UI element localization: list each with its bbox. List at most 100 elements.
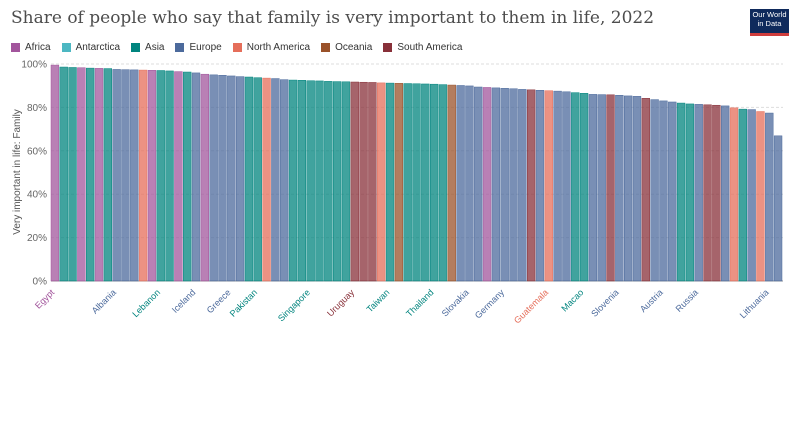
bar — [668, 101, 677, 282]
y-tick-label: 20% — [27, 233, 47, 244]
legend-item-europe[interactable]: Europe — [175, 42, 222, 53]
bar — [191, 72, 201, 282]
bar — [350, 81, 359, 282]
legend-item-north-america[interactable]: North America — [232, 42, 311, 53]
legend-item-south-america[interactable]: South America — [383, 42, 462, 53]
bar — [632, 96, 642, 282]
legend-swatch-oceania — [321, 43, 331, 52]
bar — [474, 86, 483, 282]
legend-swatch-europe — [175, 43, 185, 52]
bar — [659, 100, 668, 282]
bar — [227, 75, 236, 282]
bar — [438, 84, 448, 282]
bar — [765, 112, 774, 282]
legend-item-africa[interactable]: Africa — [11, 42, 51, 53]
bar — [288, 79, 298, 282]
legend-label-europe: Europe — [189, 42, 222, 53]
bar — [59, 66, 68, 282]
legend-label-north-america: North America — [246, 42, 311, 53]
y-tick-label: 100% — [21, 60, 47, 71]
x-tick-label: Macao — [559, 287, 585, 313]
bar — [615, 95, 624, 282]
x-tick-label: Lithuania — [738, 287, 771, 320]
x-tick-label: Singapore — [276, 287, 312, 323]
bar — [253, 77, 262, 282]
legend-label-asia: Asia — [145, 42, 165, 53]
bar — [544, 90, 553, 282]
bar — [509, 88, 518, 282]
bar — [703, 104, 712, 282]
bar — [694, 104, 703, 282]
bar — [447, 84, 456, 282]
bar — [280, 79, 289, 282]
bar — [209, 74, 218, 282]
bar — [518, 89, 527, 282]
bar — [597, 94, 606, 282]
bar — [138, 69, 148, 282]
bar — [77, 67, 86, 282]
bar — [297, 80, 307, 282]
y-tick-label: 80% — [27, 103, 47, 114]
legend: Africa Antarctica Asia Europe North Amer… — [11, 42, 462, 53]
bar — [156, 70, 165, 282]
bar — [729, 107, 739, 282]
bar — [747, 109, 756, 282]
bar — [112, 69, 121, 282]
bar — [606, 94, 615, 282]
legend-swatch-antarctica — [61, 43, 71, 52]
bar — [526, 89, 536, 282]
logo-line-2: in Data — [757, 18, 782, 28]
bar — [571, 92, 580, 282]
legend-item-oceania[interactable]: Oceania — [321, 42, 372, 53]
bar — [94, 68, 104, 282]
legend-swatch-north-america — [232, 43, 242, 52]
bar — [218, 75, 227, 282]
bar — [712, 104, 721, 282]
bar — [306, 80, 315, 282]
logo-line-1: Our World — [752, 10, 787, 19]
bar — [121, 69, 130, 282]
bar — [68, 67, 77, 282]
legend-label-oceania: Oceania — [335, 42, 373, 53]
bar — [456, 85, 465, 282]
x-tick-label: Slovenia — [589, 287, 620, 318]
bar — [588, 94, 598, 282]
bar — [562, 91, 571, 282]
bar — [271, 78, 280, 282]
bar — [500, 88, 509, 282]
chart-title: Share of people who say that family is v… — [11, 8, 655, 28]
x-tick-label: Uruguay — [325, 287, 356, 318]
x-tick-label: Pakistan — [228, 287, 259, 318]
bar — [385, 82, 395, 282]
y-axis-label: Very important in life: Family — [12, 109, 23, 235]
bar — [147, 70, 157, 282]
owid-logo[interactable]: Our World in Data — [750, 9, 789, 36]
x-tick-label: Slovakia — [440, 287, 471, 318]
bar — [394, 83, 404, 282]
bar — [491, 87, 501, 282]
legend-swatch-africa — [11, 43, 20, 52]
x-tick-label: Thailand — [404, 287, 435, 318]
bar — [482, 87, 492, 282]
bar — [50, 64, 60, 282]
bar — [244, 76, 254, 282]
legend-swatch-asia — [131, 43, 141, 52]
bar — [738, 108, 747, 282]
bar — [641, 98, 650, 282]
x-tick-label: Albania — [90, 287, 118, 315]
bar — [721, 105, 730, 282]
y-tick-label: 0% — [33, 277, 48, 288]
bar — [368, 82, 377, 282]
legend-swatch-south-america — [383, 43, 393, 52]
legend-item-antarctica[interactable]: Antarctica — [61, 42, 120, 53]
x-tick-label: Austria — [638, 287, 665, 314]
bar — [315, 80, 324, 282]
bar — [421, 83, 430, 282]
bar — [773, 135, 783, 282]
x-tick-label: Taiwan — [365, 287, 392, 314]
x-tick-label: Germany — [473, 287, 507, 321]
legend-item-asia[interactable]: Asia — [131, 42, 164, 53]
bar — [174, 71, 183, 282]
x-tick-label: Guatemala — [512, 287, 550, 325]
